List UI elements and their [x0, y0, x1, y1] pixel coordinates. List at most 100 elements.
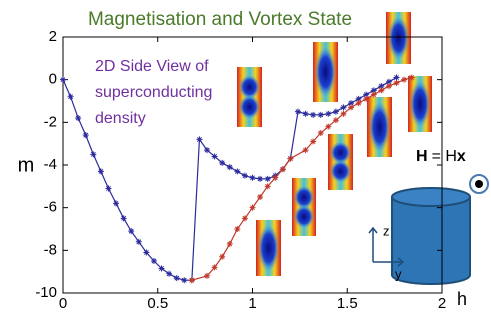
inset-vortex: [369, 101, 390, 153]
data-marker: [219, 253, 226, 260]
y-tick-label: 0: [49, 71, 57, 88]
data-marker: [302, 110, 309, 117]
y-tick-label: -10: [35, 284, 57, 301]
field-equals: = H: [432, 148, 457, 165]
data-marker: [355, 100, 362, 107]
chart-title: Magnetisation and Vortex State: [88, 9, 352, 30]
data-marker: [264, 183, 271, 190]
field-vector: H: [416, 148, 428, 165]
y-tick-label: 2: [49, 28, 57, 45]
axis-icon-label: z: [383, 223, 390, 238]
data-marker: [370, 91, 377, 98]
data-marker: [325, 123, 332, 130]
data-marker: [393, 79, 400, 86]
data-marker: [385, 78, 392, 85]
inset-vortex: [293, 205, 315, 229]
data-marker: [378, 87, 385, 94]
data-marker: [340, 110, 347, 117]
data-marker: [332, 108, 339, 115]
data-marker: [181, 277, 188, 284]
data-marker: [173, 275, 180, 282]
data-marker: [249, 204, 256, 211]
inset-vortex: [409, 80, 431, 128]
data-marker: [226, 240, 233, 247]
data-marker: [310, 111, 317, 118]
axis-icon-label: y: [395, 266, 402, 281]
data-marker: [211, 153, 218, 160]
data-marker: [60, 76, 66, 83]
data-marker: [234, 226, 241, 232]
data-marker: [294, 108, 301, 115]
data-marker: [272, 174, 279, 181]
data-marker: [264, 175, 271, 182]
data-marker: [67, 93, 74, 100]
data-marker: [355, 95, 362, 102]
field-label: H = Hx: [416, 148, 466, 165]
data-marker: [370, 87, 377, 94]
data-marker: [75, 115, 82, 122]
data-marker: [196, 136, 203, 143]
inset-vortex: [293, 185, 315, 209]
data-marker: [363, 95, 370, 102]
field-dot: [475, 180, 483, 188]
data-marker: [241, 172, 248, 179]
inset-vortex: [239, 95, 260, 119]
y-tick-label: -2: [44, 113, 57, 130]
inset-vortex: [330, 141, 351, 164]
data-marker: [348, 104, 355, 111]
data-marker: [219, 159, 226, 166]
data-marker: [97, 168, 104, 175]
data-marker: [82, 132, 89, 139]
data-marker: [188, 277, 195, 284]
data-marker: [287, 155, 294, 162]
data-marker: [204, 147, 211, 154]
annotation: 2D Side View of: [95, 58, 209, 75]
data-marker: [226, 164, 233, 171]
data-marker: [332, 117, 339, 124]
y-axis-label: m: [18, 154, 35, 176]
inset-vortex: [330, 160, 351, 183]
data-marker: [241, 215, 248, 222]
y-tick-label: -4: [44, 156, 57, 173]
data-marker: [340, 104, 347, 111]
y-tick-label: -6: [44, 199, 57, 216]
data-marker: [279, 166, 286, 173]
data-marker: [257, 175, 264, 182]
data-marker: [302, 147, 309, 154]
data-marker: [363, 91, 370, 98]
cylinder: [391, 187, 471, 285]
x-tick-label: 0.5: [147, 295, 168, 312]
data-marker: [143, 249, 150, 256]
data-marker: [113, 200, 120, 207]
data-marker: [325, 110, 332, 117]
data-marker: [120, 215, 127, 222]
y-tick-label: -8: [44, 241, 57, 258]
x-tick-label: 1.5: [337, 295, 358, 312]
data-marker: [393, 74, 400, 81]
data-marker: [348, 100, 355, 107]
annotation: superconducting: [95, 84, 212, 101]
data-marker: [128, 228, 135, 235]
field-direction: x: [457, 148, 466, 165]
data-marker: [378, 83, 385, 90]
data-marker: [317, 130, 324, 136]
data-marker: [135, 238, 142, 245]
inset-vortex: [239, 75, 260, 99]
axes-icon: [368, 226, 405, 267]
data-marker: [385, 83, 392, 90]
x-tick-label: 1: [248, 295, 256, 312]
annotation: density: [95, 110, 146, 127]
data-marker: [257, 194, 264, 200]
inset-vortex: [315, 46, 336, 98]
data-marker: [310, 138, 317, 145]
x-tick-label: 0: [59, 295, 67, 312]
data-marker: [401, 76, 408, 83]
data-marker: [105, 185, 112, 192]
data-marker: [90, 151, 97, 158]
inset-vortex: [388, 16, 409, 60]
inset-vortex: [258, 224, 279, 272]
data-marker: [166, 270, 173, 277]
data-marker: [150, 258, 157, 264]
data-marker: [234, 168, 241, 175]
